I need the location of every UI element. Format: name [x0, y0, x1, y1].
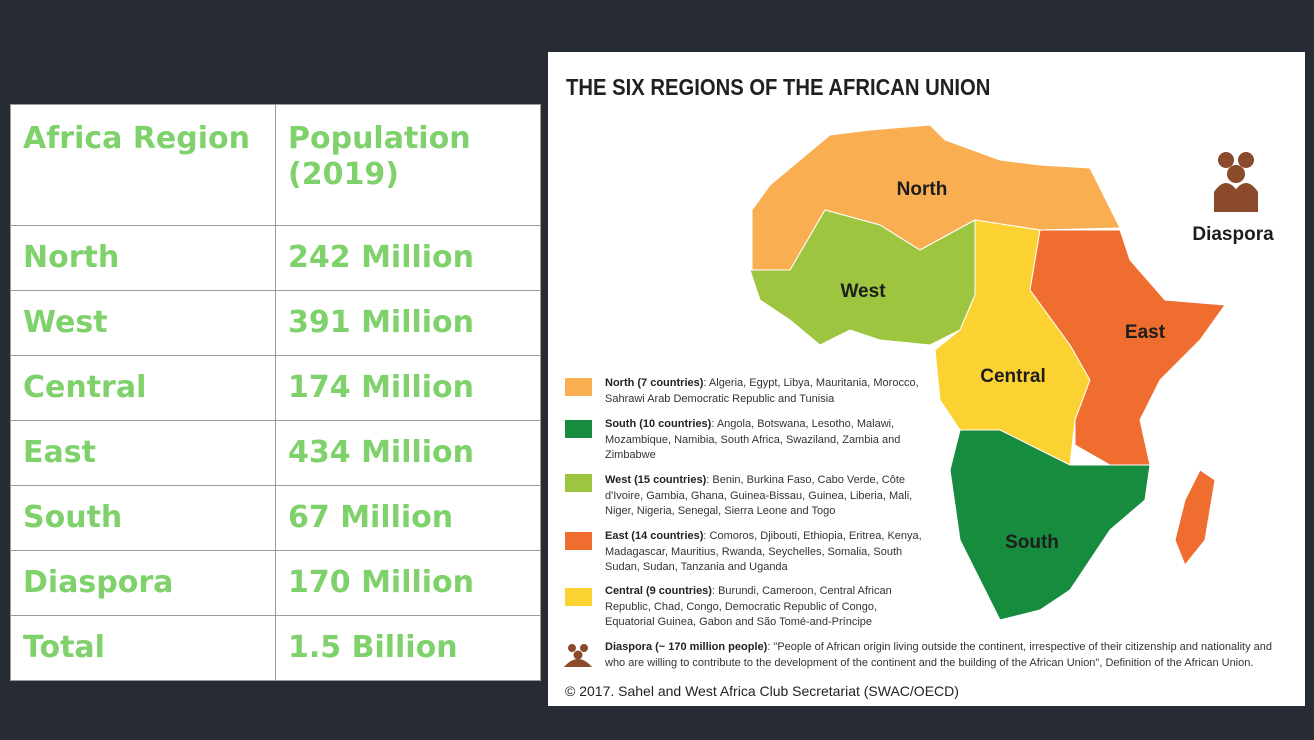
map-title: THE SIX REGIONS OF THE AFRICAN UNION — [566, 74, 991, 100]
legend-text: : Angola, Botswana, Lesotho, Malawi, Moz… — [605, 418, 901, 461]
table-row: East 434 Million — [10, 420, 541, 486]
legend-text: : Comoros, Djibouti, Ethiopia, Eritrea, … — [605, 530, 922, 573]
legend-swatch — [565, 588, 592, 606]
region-label: East — [1124, 322, 1166, 343]
legend-swatch — [565, 378, 592, 396]
population-table: Africa Region Population (2019) North 242 … — [10, 104, 541, 681]
population-cell: 67 Million — [275, 485, 541, 551]
legend-entry: South (10 countries): Angola, Botswana, … — [605, 417, 923, 464]
legend-swatch — [565, 474, 592, 492]
region-cell: Diaspora — [10, 550, 276, 616]
table-row: North 242 Million — [10, 225, 541, 291]
header-cell: Population (2019) — [275, 104, 541, 226]
copyright: © 2017. Sahel and West Africa Club Secre… — [565, 683, 959, 699]
table-row: Total 1.5 Billion — [10, 615, 541, 681]
region-cell: East — [10, 420, 276, 486]
legend-text: : "People of African origin living outsi… — [605, 641, 1272, 669]
population-cell: 391 Million — [275, 290, 541, 356]
legend-label: South (10 countries) — [605, 418, 712, 430]
population-cell: 242 Million — [275, 225, 541, 291]
legend-text: : Burundi, Cameroon, Central African Rep… — [605, 585, 892, 628]
population-cell: 1.5 Billion — [275, 615, 541, 681]
table-row: South 67 Million — [10, 485, 541, 551]
header-row: Africa Region Population (2019) — [10, 104, 541, 226]
legend-text: : Algeria, Egypt, Libya, Mauritania, Mor… — [605, 377, 919, 405]
region-cell: North — [10, 225, 276, 291]
map-panel: THE SIX REGIONS OF THE AFRICAN UNION Nor… — [548, 52, 1305, 706]
legend-swatch — [565, 532, 592, 550]
legend-entry: Diaspora (~ 170 million people): "People… — [605, 640, 1295, 671]
region-label: South — [1005, 532, 1059, 553]
legend-text: : Benin, Burkina Faso, Cabo Verde, Côte … — [605, 474, 913, 517]
madagascar — [1174, 469, 1216, 566]
region-cell: Total — [10, 615, 276, 681]
region-label: Central — [980, 366, 1046, 387]
population-cell: 174 Million — [275, 355, 541, 421]
region-label: West — [840, 281, 886, 302]
legend-swatch — [565, 420, 592, 438]
population-cell: 170 Million — [275, 550, 541, 616]
legend-label: East (14 countries) — [605, 530, 704, 542]
diaspora-icon — [1214, 152, 1258, 212]
legend-entry: West (15 countries): Benin, Burkina Faso… — [605, 473, 923, 520]
legend-label: Diaspora (~ 170 million people) — [605, 641, 768, 653]
legend-entry: Central (9 countries): Burundi, Cameroon… — [605, 584, 923, 631]
region-label: North — [896, 179, 948, 200]
table-row: Central 174 Million — [10, 355, 541, 421]
legend-entry: East (14 countries): Comoros, Djibouti, … — [605, 529, 923, 576]
east-region — [1029, 229, 1226, 466]
population-cell: 434 Million — [275, 420, 541, 486]
diaspora-legend-icon — [564, 644, 592, 667]
table-row: Diaspora 170 Million — [10, 550, 541, 616]
legend-entry: North (7 countries): Algeria, Egypt, Lib… — [605, 376, 923, 407]
region-label: Diaspora — [1192, 224, 1274, 245]
south-region — [949, 429, 1151, 621]
region-cell: Central — [10, 355, 276, 421]
legend-label: Central (9 countries) — [605, 585, 712, 597]
table-row: West 391 Million — [10, 290, 541, 356]
africa — [749, 124, 1226, 621]
legend-label: West (15 countries) — [605, 474, 707, 486]
region-cell: South — [10, 485, 276, 551]
region-cell: West — [10, 290, 276, 356]
header-cell: Africa Region — [10, 104, 276, 226]
table-body: North 242 Million West 391 Million Central 17… — [10, 225, 541, 681]
map — [564, 124, 1258, 667]
legend-label: North (7 countries) — [605, 377, 704, 389]
